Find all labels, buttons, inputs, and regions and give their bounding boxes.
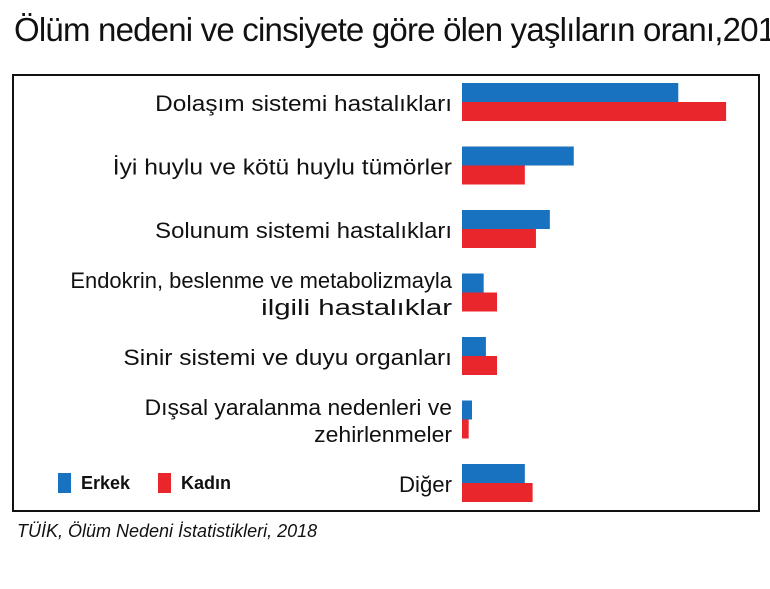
category-label-4: Sinir sistemi ve duyu organları	[123, 345, 452, 370]
category-label-0: Dolaşım sistemi hastalıkları	[155, 91, 452, 116]
chart-title: Ölüm nedeni ve cinsiyete göre ölen yaşlı…	[14, 11, 770, 48]
legend: Erkek Kadın	[58, 470, 259, 496]
legend-item-kadin: Kadın	[158, 473, 231, 494]
category-label-5-line1: zehirlenmeler	[314, 422, 452, 447]
category-label-1: İyi huylu ve kötü huylu tümörler	[113, 155, 452, 180]
bar-erkek-3	[462, 273, 484, 293]
bar-kadin-3	[462, 292, 498, 312]
legend-swatch-erkek	[58, 473, 71, 493]
category-label-3-line0: Endokrin, beslenme ve metabolizmayla	[70, 268, 452, 293]
legend-swatch-kadin	[158, 473, 172, 493]
category-label-3-line1: ilgili hastalıklar	[261, 295, 452, 320]
bar-erkek-4	[462, 337, 486, 356]
source-note: TÜİK, Ölüm Nedeni İstatistikleri, 2018	[17, 521, 318, 541]
legend-label-erkek: Erkek	[81, 472, 131, 493]
bar-erkek-1	[462, 146, 574, 166]
legend-label-kadin: Kadın	[181, 472, 232, 493]
bar-kadin-2	[462, 229, 536, 248]
bar-erkek-5	[462, 400, 473, 420]
bar-kadin-5	[462, 419, 469, 439]
bar-kadin-0	[462, 102, 727, 121]
bar-kadin-4	[462, 356, 498, 375]
category-label-2: Solunum sistemi hastalıkları	[155, 218, 452, 243]
category-label-6: Diğer	[399, 472, 452, 497]
chart-frame	[12, 74, 760, 512]
bar-kadin-1	[462, 165, 525, 185]
bar-erkek-0	[462, 83, 679, 102]
bar-erkek-6	[462, 464, 525, 483]
bar-kadin-6	[462, 483, 533, 502]
legend-item-erkek: Erkek	[58, 473, 130, 494]
category-label-5-line0: Dışsal yaralanma nedenleri ve	[145, 395, 452, 420]
bar-erkek-2	[462, 210, 550, 229]
